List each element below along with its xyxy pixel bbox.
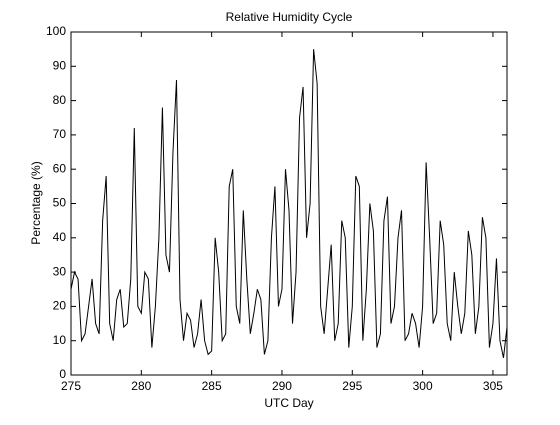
x-tick-label: 285: [202, 379, 222, 393]
y-tick-label: 60: [53, 161, 67, 175]
x-tick-label: 295: [342, 379, 362, 393]
x-tick-label: 305: [483, 379, 503, 393]
y-tick-label: 80: [53, 93, 67, 107]
y-tick-label: 30: [53, 264, 67, 278]
y-tick-label: 0: [59, 367, 66, 381]
x-tick-label: 290: [272, 379, 292, 393]
x-tick-label: 275: [61, 379, 81, 393]
y-tick-label: 70: [53, 127, 67, 141]
y-tick-label: 100: [46, 24, 66, 38]
y-tick-label: 20: [53, 299, 67, 313]
line: [70, 49, 508, 358]
chart-title: Relative Humidity Cycle: [226, 10, 353, 24]
plot-area: [70, 31, 508, 376]
x-tick-label: 280: [131, 379, 151, 393]
y-tick-label: 40: [53, 230, 67, 244]
y-axis-label: Percentage (%): [29, 161, 43, 244]
y-tick-label: 50: [53, 196, 67, 210]
y-tick-label: 90: [53, 58, 67, 72]
x-axis-label: UTC Day: [264, 396, 313, 410]
y-tick-label: 10: [53, 333, 67, 347]
x-tick-label: 300: [413, 379, 433, 393]
